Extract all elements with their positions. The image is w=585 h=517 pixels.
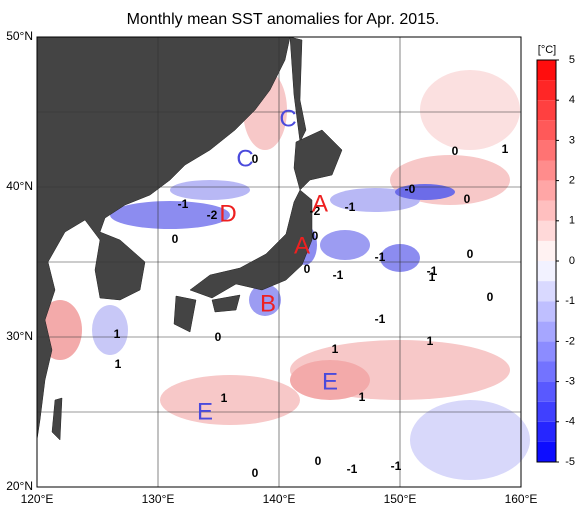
colorbar-cell: [537, 421, 556, 442]
colorbar-tick-label: -4: [565, 416, 575, 428]
lon-label: 150°E: [384, 492, 417, 506]
contour-label: -1: [375, 250, 386, 264]
contour-label: -1: [391, 459, 402, 473]
contour-label: 1: [221, 391, 228, 405]
lon-label: 160°E: [505, 492, 538, 506]
lat-label: 30°N: [6, 329, 33, 343]
contour-label: 1: [114, 327, 121, 341]
colorbar-cell: [537, 200, 556, 221]
colorbar-cell: [537, 80, 556, 101]
colorbar-cell: [537, 301, 556, 322]
colorbar-cell: [537, 220, 556, 241]
contour-label: 1: [359, 390, 366, 404]
colorbar-cell: [537, 361, 556, 382]
colorbar-cell: [537, 240, 556, 261]
lat-label: 20°N: [6, 479, 33, 493]
contour-label: 0: [487, 290, 494, 304]
colorbar-cell: [537, 341, 556, 362]
colorbar-tick-label: 3: [569, 134, 575, 146]
lat-label: 40°N: [6, 179, 33, 193]
contour-label: -2: [207, 208, 218, 222]
contour-label: -1: [427, 264, 438, 278]
region-letter: E: [322, 368, 338, 395]
lon-label: 130°E: [142, 492, 175, 506]
contour-label: -1: [345, 200, 356, 214]
colorbar-tick-label: 5: [569, 54, 575, 66]
contour-label: -0: [405, 182, 416, 196]
colorbar-tick-label: 1: [569, 215, 575, 227]
region-letter: D: [219, 200, 236, 227]
contour-label: 0: [215, 330, 222, 344]
colorbar-unit: [°C]: [538, 44, 556, 56]
colorbar-cell: [537, 160, 556, 181]
colorbar-cell: [537, 60, 556, 81]
contour-label: 1: [115, 357, 122, 371]
map-frame: [36, 36, 522, 488]
contour-label: -1: [375, 312, 386, 326]
colorbar-cell: [537, 381, 556, 402]
colorbar-tick-label: -1: [565, 295, 575, 307]
colorbar-cell: [537, 441, 556, 462]
anomaly-fields: [38, 70, 530, 480]
lon-label: 120°E: [21, 492, 54, 506]
contour-label: -1: [347, 462, 358, 476]
lon-label: 140°E: [263, 492, 296, 506]
colorbar-cell: [537, 120, 556, 141]
colorbar-cell: [537, 261, 556, 282]
contour-label: 0: [312, 229, 319, 243]
colorbar-cell: [537, 140, 556, 161]
contour-label: 0: [304, 262, 311, 276]
contour-label: 0: [315, 454, 322, 468]
region-letter: C: [279, 105, 296, 132]
colorbar-tick-label: -3: [565, 376, 575, 388]
map-title: Monthly mean SST anomalies for Apr. 2015…: [127, 11, 440, 28]
region-letter: A: [312, 190, 328, 217]
colorbar-cell: [537, 321, 556, 342]
colorbar-tick-label: 0: [569, 255, 575, 267]
colorbar-cell: [537, 281, 556, 302]
colorbar-tick-label: 4: [569, 94, 575, 106]
colorbar-tick-label: -5: [565, 456, 575, 468]
colorbar-tick-label: -2: [565, 335, 575, 347]
contour-label: -1: [178, 197, 189, 211]
contour-label: -1: [333, 268, 344, 282]
colorbar-cell: [537, 180, 556, 201]
contour-label: 1: [427, 334, 434, 348]
land: [36, 36, 343, 441]
region-letter: B: [260, 290, 276, 317]
region-letter: C: [236, 145, 253, 172]
lat-label: 50°N: [6, 29, 33, 43]
contour-label: 1: [502, 142, 509, 156]
contour-label: 1: [332, 342, 339, 356]
colorbar-tick-label: 2: [569, 175, 575, 187]
contour-label: 0: [172, 232, 179, 246]
contour-label: 0: [464, 192, 471, 206]
region-letter: A: [294, 232, 310, 259]
contour-label: 1: [429, 270, 436, 284]
contour-label: -2: [310, 204, 321, 218]
region-letter: E: [197, 398, 213, 425]
contour-label: 0: [252, 466, 259, 480]
colorbar-cell: [537, 401, 556, 422]
contour-label: 0: [452, 144, 459, 158]
contour-label: 0: [252, 152, 259, 166]
colorbar-cell: [537, 100, 556, 121]
contour-label: 0: [467, 247, 474, 261]
graticule: [37, 37, 521, 487]
